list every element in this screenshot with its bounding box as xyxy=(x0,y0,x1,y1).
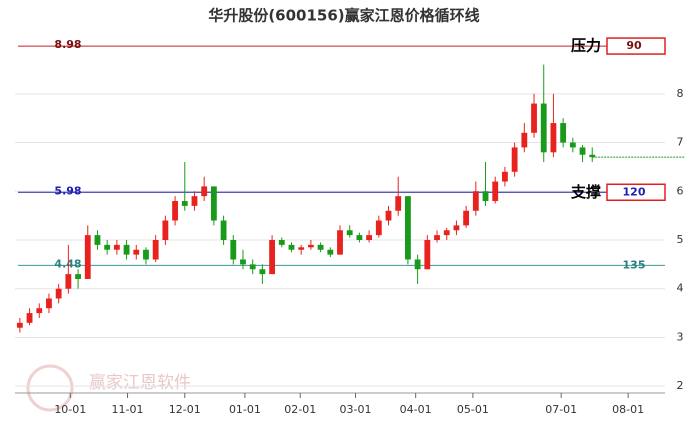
y-tick-label: 7 xyxy=(677,136,684,149)
candle-body xyxy=(589,154,596,158)
x-tick-label: 03-01 xyxy=(340,403,372,416)
candle-body xyxy=(569,142,576,148)
candle-body xyxy=(269,240,275,275)
candle-body xyxy=(356,235,363,241)
x-tick-label: 11-01 xyxy=(112,403,144,416)
candle-body xyxy=(502,171,508,182)
candle-body xyxy=(482,191,489,202)
chart-title: 华升股份(600156)赢家江恩价格循环线 xyxy=(208,7,479,25)
candle-body xyxy=(327,249,334,255)
candle-body xyxy=(511,147,518,172)
candle-body xyxy=(84,235,91,279)
candle-body xyxy=(143,249,149,260)
candle-body xyxy=(540,103,547,153)
candle-body xyxy=(123,244,130,255)
candle-body xyxy=(443,230,450,236)
candle-body xyxy=(463,210,470,226)
candle-body xyxy=(405,196,411,260)
x-tick-label: 07-01 xyxy=(545,403,577,416)
x-tick-label: 10-01 xyxy=(54,403,86,416)
cycle-label: 120 xyxy=(623,185,646,198)
x-tick-label: 04-01 xyxy=(400,403,432,416)
x-tick-label: 08-01 xyxy=(612,403,644,416)
level-name: 支撑 xyxy=(570,183,601,201)
candle-body xyxy=(278,240,285,245)
candle-body xyxy=(230,240,237,260)
candle-body xyxy=(220,220,227,241)
candle-body xyxy=(172,201,178,221)
y-tick-label: 8 xyxy=(677,87,684,100)
candle-body xyxy=(16,322,23,328)
x-tick-label: 12-01 xyxy=(169,403,201,416)
candle-body xyxy=(492,181,499,202)
y-tick-label: 5 xyxy=(677,233,684,246)
candle-body xyxy=(46,298,52,309)
candle-body xyxy=(152,240,159,260)
candle-body xyxy=(249,264,256,270)
candle-body xyxy=(259,269,266,275)
candle-body xyxy=(385,210,392,221)
x-tick-label: 02-01 xyxy=(284,403,316,416)
candle-body xyxy=(346,230,353,236)
x-tick-label: 01-01 xyxy=(229,403,261,416)
candle-body xyxy=(550,123,557,153)
cycle-box xyxy=(606,183,666,202)
candle-body xyxy=(366,235,373,241)
candle-body xyxy=(94,235,101,245)
candle-body xyxy=(298,247,305,250)
candle-body xyxy=(75,274,81,279)
candle-body xyxy=(317,244,324,250)
y-tick-label: 3 xyxy=(677,330,684,343)
candle-body xyxy=(307,244,314,248)
level-name: 压力 xyxy=(571,37,601,55)
y-tick-label: 2 xyxy=(677,379,684,392)
candle-body xyxy=(472,191,479,211)
candle-body xyxy=(181,201,188,206)
candle-body xyxy=(395,196,402,211)
candle-body xyxy=(191,196,198,206)
candle-body xyxy=(579,147,586,155)
candle-body xyxy=(210,186,217,221)
cycle-label: 90 xyxy=(626,39,642,52)
candle-body xyxy=(36,308,43,314)
candle-body xyxy=(424,240,431,270)
candle-body xyxy=(288,244,295,250)
candle-body xyxy=(26,313,33,323)
candle-body xyxy=(434,235,440,241)
level-label: 8.98 xyxy=(54,38,81,51)
candle-body xyxy=(521,132,528,148)
candle-body xyxy=(201,186,208,197)
candle-body xyxy=(104,244,111,250)
candle-body xyxy=(55,288,62,299)
candle-body xyxy=(414,259,421,270)
candle-body xyxy=(560,123,567,143)
x-tick-label: 05-01 xyxy=(457,403,489,416)
candle-body xyxy=(113,244,120,250)
cycle-label: 135 xyxy=(623,258,646,271)
watermark-logo xyxy=(26,364,74,412)
level-label: 5.98 xyxy=(54,184,81,197)
y-tick-label: 4 xyxy=(677,282,684,295)
candle-body xyxy=(65,274,72,289)
candle-body xyxy=(337,230,343,255)
candle-body xyxy=(133,249,140,255)
y-tick-label: 6 xyxy=(677,184,684,197)
cycle-box xyxy=(606,37,666,55)
candle-body xyxy=(453,225,460,231)
candle-body xyxy=(240,259,246,265)
candle-body xyxy=(162,220,169,241)
watermark: 赢家江恩软件 xyxy=(89,373,191,393)
candle-body xyxy=(375,220,382,236)
candle-body xyxy=(531,103,537,133)
